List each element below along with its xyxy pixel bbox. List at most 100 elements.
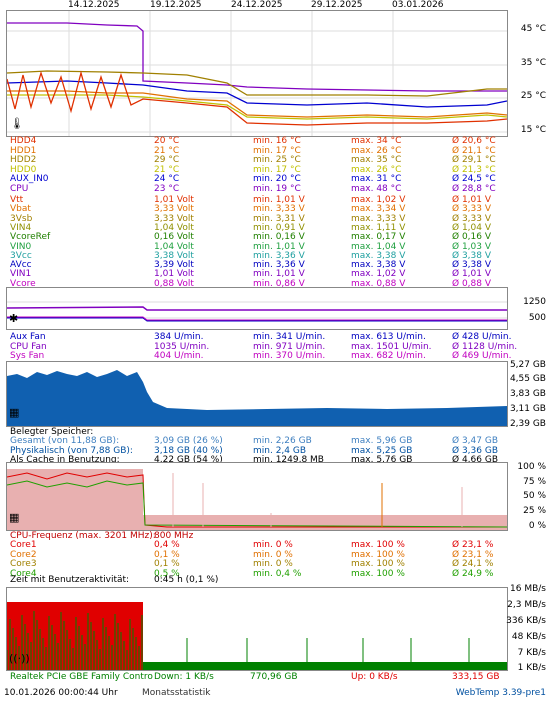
cpu-axis-label: 50 % <box>523 491 546 501</box>
sensor-name: CPU Fan <box>10 341 47 352</box>
sensor-name: Core4 <box>10 568 37 579</box>
net-down-baseline <box>143 662 507 670</box>
sys-fan-line <box>7 316 507 321</box>
sensor-avg: Ø 428 U/min. <box>452 332 512 342</box>
memory-graph: ▦ <box>6 361 508 427</box>
sensor-min: min. 3,36 V <box>253 260 305 271</box>
fan-chart-svg <box>7 301 507 322</box>
user-activity-row: Zeit mit Benutzeraktivität: 0:45 h (0,1 … <box>10 575 219 585</box>
sensor-avg: Ø 1128 U/min. <box>452 341 518 352</box>
sensor-min: min. 17 °C <box>253 164 301 175</box>
sensor-avg: Ø 24,5 °C <box>452 174 496 184</box>
sensor-min: min. 17 °C <box>253 145 301 156</box>
sensor-name: CPU <box>10 183 29 194</box>
temperature-chart-svg <box>7 11 507 136</box>
sensor-row: Physikalisch (von 7,88 GB): 3,18 GB (40 %… <box>10 446 500 456</box>
sensor-row: HDD1 21 °C min. 17 °C max. 26 °C Ø 21,1 °C <box>10 146 500 156</box>
sensor-max: max. 1,04 V <box>351 241 406 252</box>
sensor-name: Core2 <box>10 549 37 560</box>
date-label: 19.12.2025 <box>150 0 202 10</box>
sensor-name: HDD1 <box>10 145 37 156</box>
sensor-row: VIN0 1,04 Volt min. 1,01 V max. 1,04 V Ø 1,0… <box>10 242 500 252</box>
sensor-min: min. 0,91 V <box>253 222 305 233</box>
sensor-cur: 3,38 Volt <box>154 250 194 261</box>
sensor-cur: 29 °C <box>154 155 180 165</box>
sensor-max: max. 3,38 V <box>351 250 406 261</box>
sensor-row: Core4 0,5 % min. 0,4 % max. 100 % Ø 24,9 % <box>10 569 500 579</box>
sensor-min: min. 341 U/min. <box>253 332 326 342</box>
sensor-avg: Ø 3,38 V <box>452 260 492 271</box>
sensor-cur: 384 U/min. <box>154 332 204 342</box>
network-graph: ((·)) <box>6 587 508 671</box>
sensor-cur: 0,16 Volt <box>154 232 194 243</box>
sensor-name: VIN1 <box>10 269 32 280</box>
sensor-row: Als Cache in Benutzung: 4,22 GB (54 %) min… <box>10 455 500 465</box>
cpu-load-area-high <box>7 469 143 530</box>
sensor-cur: 3,33 Volt <box>154 204 194 215</box>
version-link[interactable]: WebTemp 3.39-pre1 <box>455 688 546 698</box>
sensor-max: max. 35 °C <box>351 155 402 165</box>
footer: 10.01.2026 00:00:44 Uhr Monatsstatistik … <box>0 688 550 700</box>
sensor-max: max. 26 °C <box>351 145 402 156</box>
sensor-cur: 404 U/min. <box>154 351 204 361</box>
sensor-row: VIN1 1,01 Volt min. 1,01 V max. 1,02 V Ø 1,0… <box>10 269 500 279</box>
sensor-avg: Ø 21,3 °C <box>452 164 496 175</box>
sensor-min: min. 971 U/min. <box>253 341 326 352</box>
sensor-max: max. 48 °C <box>351 183 402 194</box>
net-axis-label: 2,3 MB/s <box>507 600 546 610</box>
sensor-avg: Ø 0,88 V <box>452 278 492 289</box>
sensor-cur: 0,5 % <box>154 568 180 579</box>
cpu-axis-label: 100 % <box>517 462 546 472</box>
cpu-chip-icon: ▦ <box>9 511 20 524</box>
sensor-row: 3Vcc 3,38 Volt min. 3,36 V max. 3,38 V Ø 3,3… <box>10 251 500 261</box>
sensor-name: Vcore <box>10 278 36 289</box>
sensor-min: min. 0 % <box>253 540 293 550</box>
sensor-row: 3Vsb 3,33 Volt min. 3,31 V max. 3,33 V Ø 3,3… <box>10 214 500 224</box>
temp-axis-label: 45 °C <box>520 24 546 34</box>
sensor-max: max. 31 °C <box>351 174 402 184</box>
hdd1-temp-line <box>7 90 507 118</box>
sensor-row: Core2 0,1 % min. 0 % max. 100 % Ø 23,1 % <box>10 550 500 560</box>
sensor-max: max. 3,34 V <box>351 204 406 215</box>
sensor-avg: Ø 0,16 V <box>452 232 492 243</box>
sensor-avg: Ø 3,47 GB <box>452 436 498 446</box>
sensor-avg: Ø 3,38 V <box>452 250 492 261</box>
cpu-chart-svg <box>7 469 507 530</box>
sensor-row: CPU 23 °C min. 19 °C max. 48 °C Ø 28,8 °C <box>10 184 500 194</box>
sensor-cur: 3,18 GB (40 %) <box>154 445 223 456</box>
net-axis-label: 48 KB/s <box>511 632 546 642</box>
monthly-stats-link[interactable]: Monatsstatistik <box>142 688 211 698</box>
aux-temp-line <box>7 80 507 108</box>
memory-section-title: Belegter Speicher: <box>10 427 94 437</box>
sensor-row: CPU Fan 1035 U/min. min. 971 U/min. max. 15… <box>10 341 517 352</box>
sensor-max: max. 682 U/min. <box>351 351 426 361</box>
sensor-min: min. 2,26 GB <box>253 436 312 446</box>
sensor-row: Vbat 3,33 Volt min. 3,33 V max. 3,34 V Ø 3,3… <box>10 204 500 214</box>
sensor-max: max. 34 °C <box>351 136 402 146</box>
sensor-max: max. 100 % <box>351 549 405 560</box>
timestamp: 10.01.2026 00:00:44 Uhr <box>4 688 118 698</box>
date-label: 24.12.2025 <box>231 0 283 10</box>
sensor-row: VIN4 1,04 Volt min. 0,91 V max. 1,11 V Ø 1,0… <box>10 223 500 233</box>
sensor-cur: 0,4 % <box>154 540 180 550</box>
sensor-name: Vtt <box>10 195 24 205</box>
sensor-name: VIN4 <box>10 222 32 233</box>
sensor-max: max. 1,02 V <box>351 269 406 280</box>
sensor-min: min. 3,33 V <box>253 204 305 215</box>
sensor-min: min. 0 % <box>253 559 293 569</box>
sensor-avg: Ø 24,1 % <box>452 559 494 569</box>
sensor-avg: Ø 24,9 % <box>452 568 494 579</box>
sensor-name: HDD0 <box>10 164 37 175</box>
sensor-name: Gesamt (von 11,88 GB): <box>10 436 120 446</box>
sensor-min: min. 20 °C <box>253 174 301 184</box>
sensor-cur: 0,1 % <box>154 559 180 569</box>
core4-load-line <box>7 480 507 528</box>
sensor-cur: 3,09 GB (26 %) <box>154 436 223 446</box>
sensor-min: min. 1249,8 MB <box>253 455 324 465</box>
sensor-min: min. 1,01 V <box>253 241 305 252</box>
sensor-name: Aux Fan <box>10 332 46 342</box>
sensor-max: max. 3,33 V <box>351 213 406 224</box>
sensor-min: min. 25 °C <box>253 155 301 165</box>
sensor-cur: 1,01 Volt <box>154 195 194 205</box>
sensor-max: max. 0,88 V <box>351 278 406 289</box>
